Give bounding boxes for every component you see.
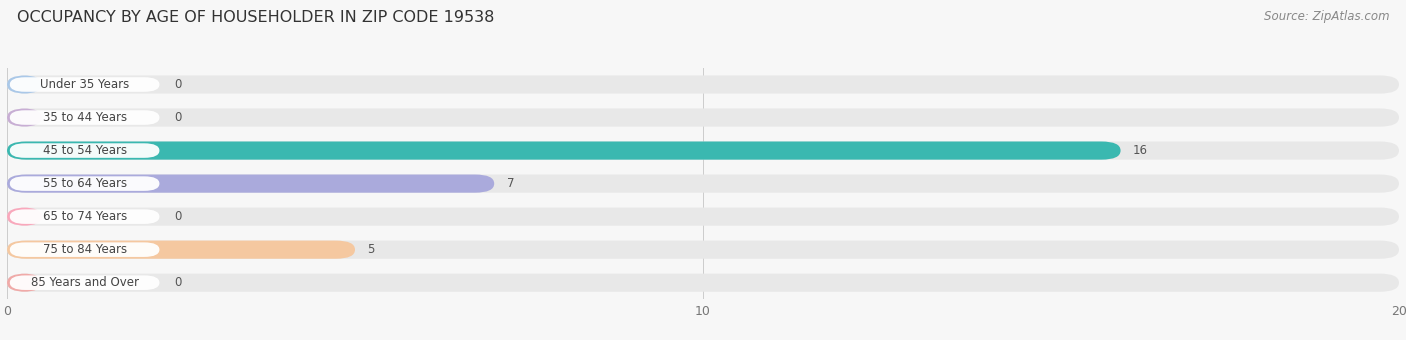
Text: 0: 0 xyxy=(174,276,181,289)
FancyBboxPatch shape xyxy=(7,241,354,259)
FancyBboxPatch shape xyxy=(7,174,1399,193)
FancyBboxPatch shape xyxy=(10,143,159,158)
FancyBboxPatch shape xyxy=(7,274,1399,292)
Text: 5: 5 xyxy=(367,243,375,256)
Text: OCCUPANCY BY AGE OF HOUSEHOLDER IN ZIP CODE 19538: OCCUPANCY BY AGE OF HOUSEHOLDER IN ZIP C… xyxy=(17,10,495,25)
FancyBboxPatch shape xyxy=(10,275,159,290)
Text: 55 to 64 Years: 55 to 64 Years xyxy=(42,177,127,190)
FancyBboxPatch shape xyxy=(7,75,42,94)
FancyBboxPatch shape xyxy=(7,241,1399,259)
Text: 85 Years and Over: 85 Years and Over xyxy=(31,276,139,289)
FancyBboxPatch shape xyxy=(7,274,42,292)
Text: 0: 0 xyxy=(174,111,181,124)
FancyBboxPatch shape xyxy=(7,207,42,226)
FancyBboxPatch shape xyxy=(10,77,159,92)
Text: Under 35 Years: Under 35 Years xyxy=(39,78,129,91)
Text: 0: 0 xyxy=(174,210,181,223)
FancyBboxPatch shape xyxy=(7,141,1121,160)
FancyBboxPatch shape xyxy=(10,209,159,224)
FancyBboxPatch shape xyxy=(7,108,1399,126)
Text: 7: 7 xyxy=(506,177,515,190)
Text: 0: 0 xyxy=(174,78,181,91)
Text: 35 to 44 Years: 35 to 44 Years xyxy=(42,111,127,124)
FancyBboxPatch shape xyxy=(7,174,495,193)
Text: 65 to 74 Years: 65 to 74 Years xyxy=(42,210,127,223)
FancyBboxPatch shape xyxy=(10,110,159,125)
Text: 75 to 84 Years: 75 to 84 Years xyxy=(42,243,127,256)
FancyBboxPatch shape xyxy=(7,108,42,126)
Text: 16: 16 xyxy=(1133,144,1149,157)
FancyBboxPatch shape xyxy=(7,141,1399,160)
FancyBboxPatch shape xyxy=(7,207,1399,226)
FancyBboxPatch shape xyxy=(10,176,159,191)
Text: Source: ZipAtlas.com: Source: ZipAtlas.com xyxy=(1264,10,1389,23)
FancyBboxPatch shape xyxy=(10,242,159,257)
FancyBboxPatch shape xyxy=(7,75,1399,94)
Text: 45 to 54 Years: 45 to 54 Years xyxy=(42,144,127,157)
